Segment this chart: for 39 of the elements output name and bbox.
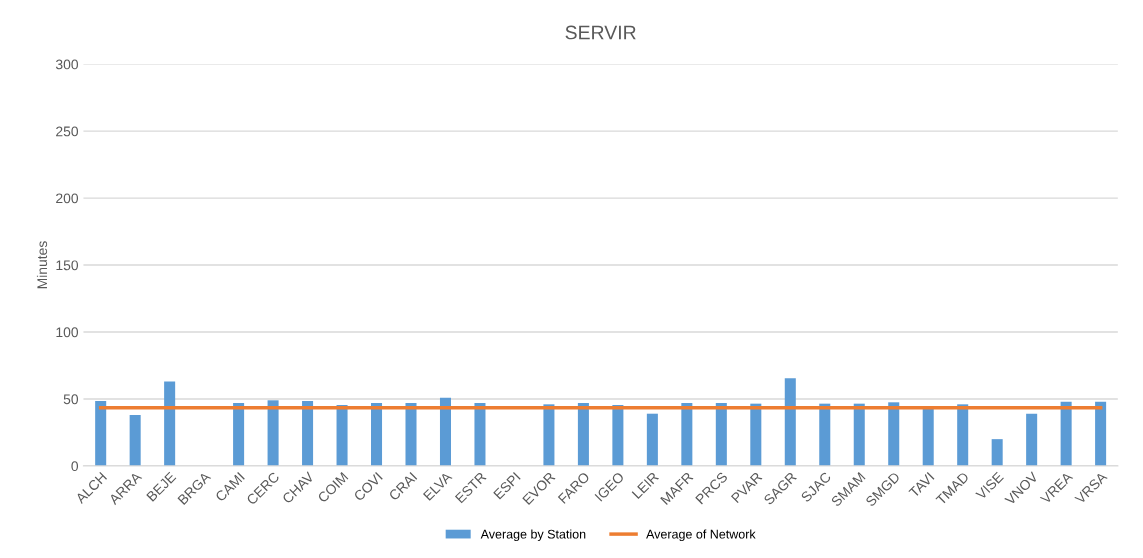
bar xyxy=(646,413,658,466)
bar xyxy=(715,402,727,466)
y-tick-label: 300 xyxy=(55,59,79,70)
bar xyxy=(267,400,279,466)
bar xyxy=(129,415,141,466)
bar xyxy=(233,402,245,466)
bar xyxy=(750,403,762,466)
y-tick-label: 100 xyxy=(56,327,79,338)
bar xyxy=(577,402,589,466)
bar xyxy=(612,405,624,466)
bar xyxy=(1026,413,1038,466)
legend-label: Average by Station xyxy=(480,529,586,542)
bar xyxy=(474,402,486,466)
y-tick-label: 250 xyxy=(56,126,79,137)
bar xyxy=(853,403,865,466)
bar xyxy=(1060,401,1072,466)
chart-title: SERVIR xyxy=(565,25,636,40)
bar xyxy=(405,402,417,466)
bar xyxy=(302,400,314,466)
y-tick-label: 150 xyxy=(56,260,79,271)
bar xyxy=(957,404,969,466)
bar xyxy=(991,439,1003,466)
bar xyxy=(681,402,693,466)
y-axis-title: Minutes xyxy=(36,241,48,289)
y-tick-label: 50 xyxy=(63,394,79,405)
bar xyxy=(543,404,555,466)
bar xyxy=(922,407,934,466)
bar xyxy=(439,397,451,466)
y-tick-label: 0 xyxy=(71,461,79,472)
bar xyxy=(819,403,831,466)
bar xyxy=(95,400,107,466)
legend-label: Average of Network xyxy=(646,529,756,542)
bar xyxy=(888,402,900,466)
bar xyxy=(784,378,796,466)
bar xyxy=(1095,401,1107,466)
bar xyxy=(164,381,176,466)
bar xyxy=(371,402,383,466)
y-tick-label: 200 xyxy=(56,193,79,204)
bar xyxy=(336,405,348,466)
